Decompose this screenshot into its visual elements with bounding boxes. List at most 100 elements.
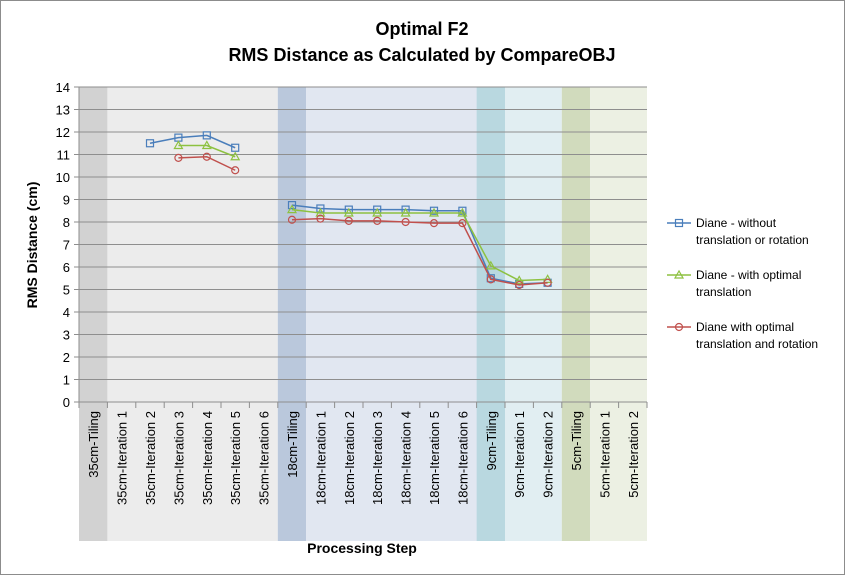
- band-tiling-3: [561, 87, 591, 541]
- y-tick-label: 2: [63, 350, 70, 365]
- data-point-square: [202, 131, 211, 140]
- data-point-square: [429, 206, 439, 215]
- data-point-triangle: [514, 275, 525, 285]
- band-iterations-2: [505, 87, 562, 541]
- data-point-square: [316, 204, 325, 213]
- x-tick-label: 9cm-Iteration 2: [541, 411, 556, 498]
- series-layer: [145, 131, 553, 290]
- legend-label: translation or rotation: [696, 233, 809, 247]
- x-tick-label: 18cm-Iteration 4: [399, 411, 414, 505]
- series-line: [178, 155, 236, 171]
- data-point-triangle: [673, 269, 685, 279]
- y-tick-label: 1: [63, 373, 70, 388]
- x-tick-label: 9cm-Iteration 1: [512, 411, 527, 498]
- x-tick-label: 18cm-Iteration 1: [313, 411, 328, 505]
- x-tick-label: 18cm-Iteration 5: [427, 411, 442, 505]
- x-tick-label: 35cm-Iteration 5: [228, 411, 243, 505]
- y-tick-label: 4: [63, 305, 70, 320]
- legend-label: translation and rotation: [696, 337, 818, 351]
- series-line: [291, 217, 548, 286]
- data-point-triangle: [542, 274, 553, 283]
- x-tick-labels: 35cm-Tiling 35cm-Iteration 1 35cm-Iteratio…: [86, 411, 641, 505]
- series-line: [291, 204, 548, 285]
- y-tick-label: 12: [56, 125, 70, 140]
- legend-label: Diane - with optimal: [696, 268, 801, 282]
- y-tick-label: 13: [56, 103, 70, 118]
- y-axis-title: RMS Distance (cm): [24, 182, 40, 309]
- series-2: [174, 152, 552, 290]
- data-point-square: [674, 218, 684, 228]
- x-tick-label: 18cm-Iteration 3: [370, 411, 385, 505]
- band-iterations-0: [107, 87, 278, 541]
- data-point-circle: [202, 152, 211, 161]
- band-tiling-2: [476, 87, 505, 541]
- band-iterations-3: [590, 87, 647, 541]
- x-tick-label: 18cm-Iteration 6: [455, 411, 470, 505]
- data-point-circle: [486, 275, 495, 284]
- data-point-circle: [373, 216, 382, 225]
- x-tick-label: 18cm-Tiling: [285, 411, 300, 478]
- data-point-square: [287, 201, 297, 210]
- data-point-circle: [316, 214, 325, 223]
- x-tick-label: 18cm-Iteration 2: [342, 411, 357, 505]
- x-tick-label: 35cm-Tiling: [86, 411, 101, 478]
- y-tick-label: 6: [63, 260, 70, 275]
- x-tick-label: 35cm-Iteration 1: [115, 411, 130, 505]
- data-point-triangle: [485, 260, 496, 270]
- band-tiling-1: [277, 87, 307, 541]
- data-point-triangle: [315, 207, 326, 217]
- data-point-triangle: [343, 207, 354, 217]
- legend-item-0: Diane - without translation or rotation: [667, 216, 809, 247]
- x-tick-label: 35cm-Iteration 6: [257, 411, 272, 505]
- y-tick-label: 14: [56, 80, 70, 95]
- y-tick-label: 5: [63, 283, 70, 298]
- background-bands: [79, 87, 647, 541]
- data-point-circle: [287, 215, 297, 224]
- series-line: [178, 144, 236, 158]
- data-point-triangle: [173, 140, 184, 150]
- legend-item-1: Diane - with optimal translation: [667, 268, 801, 299]
- x-axis-title: Processing Step: [307, 540, 417, 556]
- data-point-circle: [429, 219, 439, 228]
- series-1: [173, 140, 553, 285]
- x-tick-label: 5cm-Iteration 1: [597, 411, 612, 498]
- x-tick-label: 9cm-Tiling: [484, 411, 499, 470]
- x-tick-label: 35cm-Iteration 4: [200, 411, 215, 505]
- legend-label: Diane - without: [696, 216, 777, 230]
- legend-item-2: Diane with optimal translation and rotati…: [667, 320, 818, 351]
- y-tick-label: 8: [63, 215, 70, 230]
- x-tick-label: 35cm-Iteration 2: [143, 411, 158, 505]
- series-line: [149, 134, 236, 149]
- axes: [74, 86, 648, 408]
- y-tick-label: 9: [63, 193, 70, 208]
- x-tick-label: 5cm-Iteration 2: [626, 411, 641, 498]
- y-tick-label: 0: [63, 395, 70, 410]
- data-point-circle: [174, 153, 183, 162]
- data-point-triangle: [286, 204, 298, 214]
- data-point-triangle: [201, 140, 212, 150]
- x-tick-label: 5cm-Tiling: [569, 411, 584, 470]
- chart-title-line-1: Optimal F2: [375, 19, 468, 39]
- data-point-triangle: [457, 207, 468, 217]
- legend-label: translation: [696, 285, 751, 299]
- data-point-circle: [401, 217, 410, 227]
- data-point-circle: [674, 322, 684, 332]
- data-point-triangle: [428, 207, 440, 217]
- y-tick-label: 3: [63, 328, 70, 343]
- series-line: [291, 208, 548, 282]
- y-tick-label: 10: [56, 170, 70, 185]
- y-tick-label: 7: [63, 238, 70, 253]
- data-point-triangle: [372, 207, 383, 217]
- legend-label: Diane with optimal: [696, 320, 794, 334]
- data-point-triangle: [230, 151, 241, 161]
- data-point-square: [145, 139, 155, 148]
- x-tick-label: 35cm-Iteration 3: [171, 411, 186, 505]
- data-point-triangle: [400, 207, 411, 217]
- data-point-square: [231, 143, 240, 152]
- y-tick-label: 11: [57, 148, 71, 163]
- data-point-circle: [515, 280, 524, 290]
